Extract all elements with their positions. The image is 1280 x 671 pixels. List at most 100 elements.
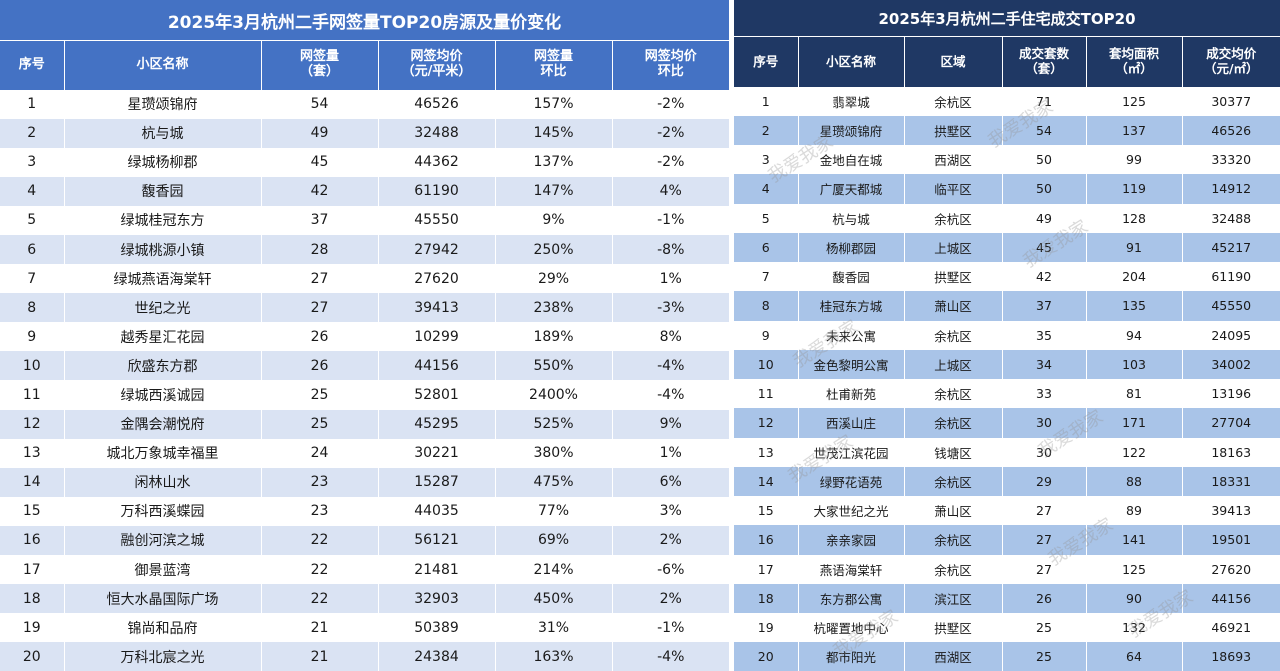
- table-cell: 88: [1086, 466, 1183, 496]
- table-cell: 171: [1086, 408, 1183, 438]
- table-cell: 32488: [378, 118, 496, 148]
- right-table-body: 1 翡翠城 余杭区 71 125 30377 2 星瓒颂锦府 拱墅区 54 137 46526 3 金地自…: [734, 86, 1280, 671]
- table-cell: 2400%: [495, 380, 613, 410]
- table-cell: 141: [1086, 525, 1183, 555]
- table-cell: 49: [1002, 203, 1087, 233]
- table-cell: 金地自在城: [798, 145, 905, 175]
- table-row: 5 杭与城 余杭区 49 128 32488: [734, 203, 1280, 233]
- table-cell: 翡翠城: [798, 86, 905, 116]
- table-cell: 45217: [1182, 232, 1280, 262]
- table-row: 4 馥香园 42 61190 147% 4%: [0, 176, 729, 206]
- table-cell: 杭与城: [64, 118, 262, 148]
- table-cell: 4: [734, 174, 799, 204]
- right-column-header: 序号: [734, 36, 799, 87]
- table-cell: 1: [734, 86, 799, 116]
- table-cell: 1%: [612, 264, 729, 294]
- table-cell: 8: [0, 293, 65, 323]
- table-cell: 34: [1002, 349, 1087, 379]
- table-cell: -6%: [612, 555, 729, 585]
- table-cell: 550%: [495, 351, 613, 381]
- table-cell: 拱墅区: [904, 613, 1003, 643]
- table-cell: 33320: [1182, 145, 1280, 175]
- table-cell: 万科北宸之光: [64, 642, 262, 671]
- table-cell: 8%: [612, 322, 729, 352]
- table-cell: 89: [1086, 496, 1183, 526]
- table-cell: 22: [261, 525, 379, 555]
- table-cell: -8%: [612, 234, 729, 265]
- table-cell: 137: [1086, 115, 1183, 145]
- table-cell: 5: [734, 203, 799, 233]
- table-row: 16 融创河滨之城 22 56121 69% 2%: [0, 525, 729, 555]
- table-cell: 14: [734, 466, 799, 496]
- table-cell: 余杭区: [904, 554, 1003, 584]
- table-cell: 28: [261, 234, 379, 265]
- left-data-table: 序号 小区名称 网签量 （套） 网签均价 （元/平米） 网签量 环比 网签均价 环比 1 星瓒颂锦府…: [0, 40, 729, 671]
- table-row: 7 绿城燕语海棠轩 27 27620 29% 1%: [0, 264, 729, 294]
- table-cell: 64: [1086, 642, 1183, 671]
- table-cell: 绿野花语苑: [798, 466, 905, 496]
- table-cell: 42: [261, 176, 379, 206]
- header-sublabel: （套）: [1025, 60, 1063, 76]
- table-cell: 9%: [495, 205, 613, 235]
- table-row: 13 城北万象城幸福里 24 30221 380% 1%: [0, 438, 729, 468]
- table-cell: -3%: [612, 293, 729, 323]
- table-cell: 17: [0, 555, 65, 585]
- table-cell: 7: [734, 262, 799, 292]
- table-row: 14 绿野花语苑 余杭区 29 88 18331: [734, 466, 1280, 496]
- table-cell: 27: [261, 264, 379, 294]
- table-row: 9 未来公寓 余杭区 35 94 24095: [734, 320, 1280, 350]
- header-label: 序号: [753, 53, 779, 69]
- table-cell: 35: [1002, 320, 1087, 350]
- header-sublabel: 环比: [540, 64, 567, 80]
- table-cell: 余杭区: [904, 408, 1003, 438]
- header-label: 序号: [18, 56, 45, 72]
- table-cell: 125: [1086, 554, 1183, 584]
- table-cell: 238%: [495, 293, 613, 323]
- table-cell: 都市阳光: [798, 642, 905, 671]
- table-row: 7 馥香园 拱墅区 42 204 61190: [734, 262, 1280, 292]
- header-sublabel: （元/㎡）: [1203, 60, 1259, 76]
- table-cell: 163%: [495, 642, 613, 671]
- table-cell: 20: [734, 642, 799, 671]
- table-row: 1 星瓒颂锦府 54 46526 157% -2%: [0, 89, 729, 119]
- table-cell: 90: [1086, 583, 1183, 613]
- left-header-row: 序号 小区名称 网签量 （套） 网签均价 （元/平米） 网签量 环比 网签均价 环比: [0, 40, 729, 90]
- table-cell: 25: [1002, 613, 1087, 643]
- left-column-header: 小区名称: [64, 40, 262, 90]
- table-cell: 45: [1002, 232, 1087, 262]
- table-cell: 绿城燕语海棠轩: [64, 264, 262, 294]
- table-cell: 3%: [612, 496, 729, 526]
- table-cell: 6: [734, 232, 799, 262]
- table-cell: 77%: [495, 496, 613, 526]
- table-cell: 22: [261, 584, 379, 614]
- table-cell: 6%: [612, 467, 729, 497]
- table-cell: 14: [0, 467, 65, 497]
- table-cell: 融创河滨之城: [64, 525, 262, 555]
- table-cell: 17: [734, 554, 799, 584]
- table-cell: 26: [1002, 583, 1087, 613]
- table-cell: -4%: [612, 380, 729, 410]
- table-cell: 32903: [378, 584, 496, 614]
- table-row: 2 杭与城 49 32488 145% -2%: [0, 118, 729, 148]
- header-label: 小区名称: [825, 53, 876, 69]
- table-row: 11 绿城西溪诚园 25 52801 2400% -4%: [0, 380, 729, 410]
- table-cell: 39413: [1182, 496, 1280, 526]
- table-cell: 3: [0, 147, 65, 177]
- table-row: 2 星瓒颂锦府 拱墅区 54 137 46526: [734, 115, 1280, 145]
- table-cell: 54: [1002, 115, 1087, 145]
- table-cell: 37: [261, 205, 379, 235]
- table-cell: 4%: [612, 176, 729, 206]
- table-cell: 欣盛东方郡: [64, 351, 262, 381]
- table-cell: 15287: [378, 467, 496, 497]
- table-cell: 9: [0, 322, 65, 352]
- table-cell: 星瓒颂锦府: [64, 89, 262, 119]
- table-cell: 132: [1086, 613, 1183, 643]
- table-cell: 135: [1086, 291, 1183, 321]
- table-cell: 34002: [1182, 349, 1280, 379]
- table-cell: 亲亲家园: [798, 525, 905, 555]
- table-row: 19 杭曜置地中心 拱墅区 25 132 46921: [734, 613, 1280, 643]
- table-cell: -4%: [612, 351, 729, 381]
- table-cell: 城北万象城幸福里: [64, 438, 262, 468]
- table-row: 18 东方郡公寓 滨江区 26 90 44156: [734, 583, 1280, 613]
- left-table-title: 2025年3月杭州二手网签量TOP20房源及量价变化: [0, 0, 729, 40]
